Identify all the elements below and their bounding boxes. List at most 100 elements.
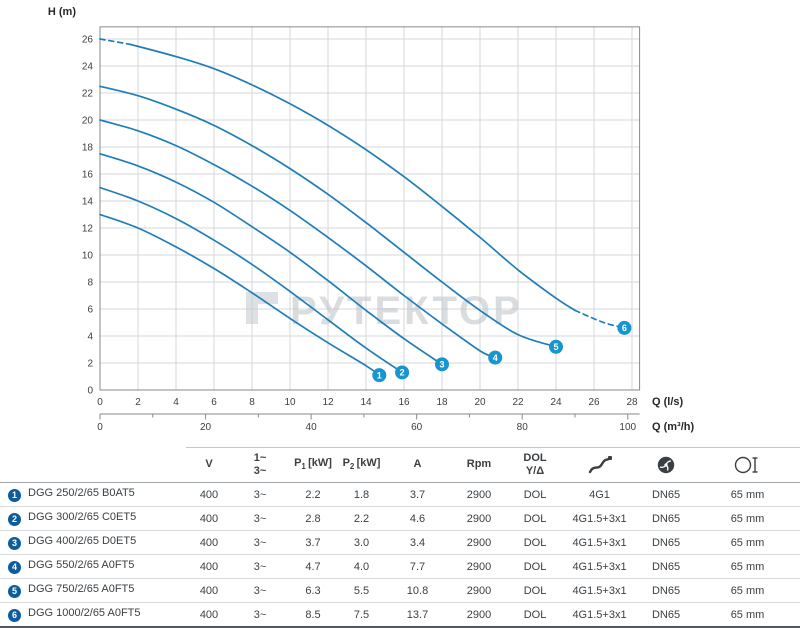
cable-cell: 4G1.5+3x1 [562, 506, 637, 532]
p2-cell: 3.0 [338, 530, 385, 556]
row-number-badge: 2 [8, 513, 21, 527]
p1-cell: 3.7 [288, 530, 338, 556]
p1-cell: 6.3 [288, 578, 338, 604]
current-cell: 3.4 [385, 530, 450, 556]
table-row: 1 DGG 250/2/65 B0AT5 400 3~ 2.2 1.8 3.7 2900 DOL… [0, 482, 800, 508]
rpm-header: Rpm [450, 446, 508, 484]
outlet-cell: DN65 [637, 530, 695, 556]
watermark-logo [246, 292, 278, 324]
current-cell: 13.7 [406, 608, 429, 621]
x-tick-label-m3h: 0 [97, 422, 103, 433]
starting-cell: DOL [508, 482, 562, 508]
starting-cell: DOL [508, 578, 562, 604]
y-tick-label: 10 [82, 251, 94, 262]
y-tick-label: 2 [87, 359, 93, 370]
row-number-badge: 5 [8, 585, 21, 599]
passage-cell: 65 mm [695, 506, 800, 532]
x-tick-label-ls: 24 [550, 397, 562, 408]
outlet-header [637, 446, 695, 484]
x-tick-label-m3h: 60 [411, 422, 423, 433]
voltage-cell: 400 [186, 578, 232, 604]
table-header-row: V 1~ 3~ P1 [kW] P2 [kW] A Rpm DOL Y/Δ [0, 446, 800, 484]
curve-marker-4 [488, 350, 503, 365]
x-tick-label-ls: 16 [398, 397, 410, 408]
voltage-cell: 400 [199, 608, 219, 621]
curve-marker-5 [549, 339, 563, 354]
curve-marker-label: 4 [493, 353, 498, 363]
phase-cell: 3~ [232, 506, 288, 532]
outlet-cell: DN65 [637, 554, 695, 580]
x-tick-label-m3h: 80 [517, 422, 529, 433]
y-tick-label: 6 [87, 305, 93, 316]
model-name: DGG 300/2/65 C0ET5 [28, 511, 137, 524]
phase-header-bottom: 3~ [253, 464, 267, 477]
rpm-cell: 2900 [450, 506, 508, 532]
current-cell: 3.7 [385, 482, 450, 508]
voltage-cell: 400 [186, 506, 232, 532]
curve-marker-label: 1 [377, 370, 382, 380]
cable-cell: 4G1.5+3x1 [562, 554, 637, 580]
p2-cell: 4.0 [338, 554, 385, 580]
p2-header: P2 [kW] [338, 446, 385, 484]
pump-curve-6 [99, 38, 132, 46]
outlet-cell: DN65 [651, 608, 681, 621]
voltage-cell: 400 [186, 530, 232, 556]
dol-header-bottom: Y/Δ [525, 464, 545, 477]
x-axis-title-ls: Q (l/s) [652, 396, 684, 408]
x-tick-label-m3h: 20 [200, 422, 212, 433]
curve-marker-2 [395, 365, 410, 380]
cable-cell: 4G1 [562, 482, 637, 508]
free-passage-icon [734, 456, 757, 473]
pump-curve-3 [99, 152, 443, 366]
current-cell: 10.8 [385, 578, 450, 604]
dol-header-top: DOL [523, 452, 547, 464]
starting-cell: DOL [508, 530, 562, 556]
curves-layer: 1 2 3 4 5 6 [99, 38, 632, 383]
x-axis-title-m3h: Q (m³/h) [652, 421, 694, 433]
model-name: DGG 750/2/65 A0FT5 [28, 583, 135, 596]
row-number-badge: 3 [8, 537, 21, 551]
x-tick-label-m3h: 40 [306, 422, 318, 433]
table-row: 2 DGG 300/2/65 C0ET5 400 3~ 2.8 2.2 4.6 2900 DOL… [0, 506, 800, 532]
cable-header [562, 446, 637, 484]
y-tick-label: 12 [82, 224, 94, 235]
phase-cell: 3~ [232, 554, 288, 580]
model-name: DGG 400/2/65 D0ET5 [28, 535, 137, 548]
curve-marker-label: 3 [439, 360, 444, 370]
curve-marker-label: 6 [622, 323, 627, 333]
x-tick-label-ls: 6 [211, 397, 217, 408]
p2-cell: 1.8 [338, 482, 385, 508]
table-row: 5 DGG 750/2/65 A0FT5 400 3~ 6.3 5.5 10.8 2900 DO… [0, 578, 800, 604]
rpm-cell: 2900 [466, 608, 492, 621]
watermark-text: РУТЕКТОР [290, 289, 523, 333]
model-header [0, 447, 186, 484]
rpm-cell: 2900 [450, 578, 508, 604]
table-row: 4 DGG 550/2/65 A0FT5 400 3~ 4.7 4.0 7.7 2900 DOL… [0, 554, 800, 580]
curve-marker-3 [435, 357, 449, 372]
p1-cell: 2.2 [288, 482, 338, 508]
pump-spec-table: V 1~ 3~ P1 [kW] P2 [kW] A Rpm DOL Y/Δ [0, 446, 800, 628]
pump-curve-1 [99, 213, 381, 376]
plot-border [99, 26, 641, 391]
starting-cell: DOL [523, 608, 547, 621]
rpm-cell: 2900 [450, 530, 508, 556]
outlet-cell: DN65 [637, 482, 695, 508]
grid-layer [99, 26, 641, 391]
curve-marker-label: 5 [553, 342, 558, 352]
model-name: DGG 250/2/65 B0AT5 [28, 487, 135, 500]
x-tick-label-ls: 4 [173, 397, 179, 408]
x-tick-label-ls: 8 [249, 397, 255, 408]
current-header: A [385, 446, 450, 484]
outlet-cell: DN65 [637, 578, 695, 604]
passage-cell: 65 mm [695, 554, 800, 580]
passage-header [695, 446, 800, 484]
phase-cell: 3~ [232, 530, 288, 556]
model-cell: 4 DGG 550/2/65 A0FT5 [0, 554, 186, 580]
p1-cell: 4.7 [288, 554, 338, 580]
phase-header: 1~ 3~ [232, 446, 288, 484]
cable-cell: 4G1.5+3x1 [562, 530, 637, 556]
passage-cell: 65 mm [695, 482, 800, 508]
phase-cell: 3~ [232, 482, 288, 508]
